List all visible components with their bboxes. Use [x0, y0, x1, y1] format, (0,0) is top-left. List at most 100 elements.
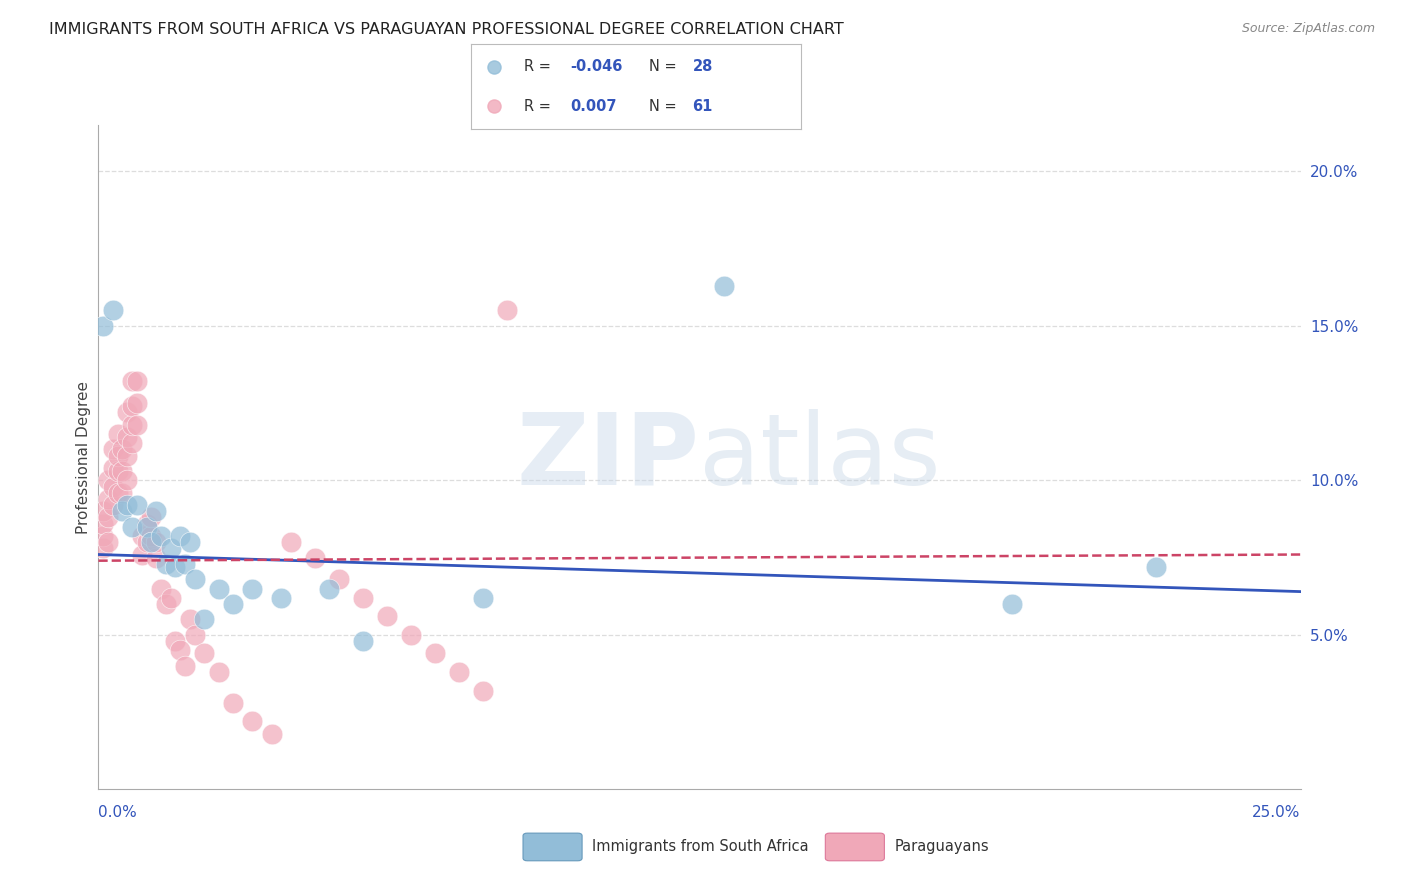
Point — [155, 597, 177, 611]
Point — [131, 548, 153, 562]
Point — [208, 582, 231, 596]
Text: 25.0%: 25.0% — [1253, 805, 1301, 820]
Point — [97, 473, 120, 487]
Point — [165, 560, 187, 574]
Point — [149, 529, 172, 543]
Point — [141, 510, 163, 524]
Point — [101, 461, 124, 475]
Point — [423, 647, 446, 661]
Point — [352, 591, 374, 605]
Point — [447, 665, 470, 679]
Point — [159, 591, 181, 605]
Point — [101, 498, 124, 512]
Point — [169, 529, 191, 543]
Point — [208, 665, 231, 679]
Text: 0.007: 0.007 — [571, 99, 617, 113]
Point — [111, 442, 134, 457]
Point — [179, 612, 201, 626]
Point — [145, 550, 167, 565]
Point — [375, 609, 398, 624]
Point — [121, 417, 143, 432]
Point — [183, 572, 205, 586]
Text: 0.0%: 0.0% — [98, 805, 138, 820]
Text: ZIP: ZIP — [516, 409, 700, 506]
Point — [111, 504, 134, 518]
Point — [97, 510, 120, 524]
Point — [111, 485, 134, 500]
Point — [91, 504, 114, 518]
Point — [304, 550, 326, 565]
Point — [125, 375, 148, 389]
Point — [125, 396, 148, 410]
Point — [107, 427, 129, 442]
Point — [472, 591, 495, 605]
Point — [91, 318, 114, 333]
Point — [222, 696, 245, 710]
Text: IMMIGRANTS FROM SOUTH AFRICA VS PARAGUAYAN PROFESSIONAL DEGREE CORRELATION CHART: IMMIGRANTS FROM SOUTH AFRICA VS PARAGUAY… — [49, 22, 844, 37]
Point — [222, 597, 245, 611]
Point — [270, 591, 292, 605]
Point — [135, 519, 157, 533]
Text: 61: 61 — [692, 99, 713, 113]
Point — [240, 582, 263, 596]
Point — [713, 278, 735, 293]
Point — [145, 504, 167, 518]
Text: Source: ZipAtlas.com: Source: ZipAtlas.com — [1241, 22, 1375, 36]
Point — [125, 417, 148, 432]
Point — [111, 464, 134, 478]
Point — [1144, 560, 1167, 574]
Point — [328, 572, 350, 586]
Point — [91, 541, 114, 556]
Point — [97, 535, 120, 549]
Point — [165, 634, 187, 648]
Point — [169, 643, 191, 657]
Point — [145, 535, 167, 549]
Point — [121, 399, 143, 413]
Point — [174, 557, 197, 571]
Point — [141, 529, 163, 543]
Point — [101, 442, 124, 457]
Point — [496, 303, 519, 318]
Text: N =: N = — [650, 99, 682, 113]
Point — [131, 529, 153, 543]
Point — [179, 535, 201, 549]
Point — [260, 727, 283, 741]
Point — [121, 375, 143, 389]
Text: Immigrants from South Africa: Immigrants from South Africa — [592, 839, 808, 854]
Point — [482, 60, 505, 74]
Point — [91, 529, 114, 543]
Point — [193, 647, 215, 661]
Point — [117, 405, 139, 419]
Text: atlas: atlas — [700, 409, 941, 506]
Point — [193, 612, 215, 626]
Point — [1001, 597, 1024, 611]
Point — [352, 634, 374, 648]
Point — [117, 449, 139, 463]
Point — [91, 516, 114, 531]
Text: N =: N = — [650, 60, 682, 74]
Point — [121, 519, 143, 533]
Text: 28: 28 — [692, 60, 713, 74]
Point — [472, 683, 495, 698]
Point — [107, 485, 129, 500]
Text: R =: R = — [524, 99, 555, 113]
Point — [155, 557, 177, 571]
Point — [107, 464, 129, 478]
Point — [107, 449, 129, 463]
Point — [101, 479, 124, 493]
Point — [135, 516, 157, 531]
Point — [141, 535, 163, 549]
Point — [149, 582, 172, 596]
Point — [117, 473, 139, 487]
Text: R =: R = — [524, 60, 555, 74]
Y-axis label: Professional Degree: Professional Degree — [76, 381, 91, 533]
Point — [125, 498, 148, 512]
Point — [280, 535, 302, 549]
Point — [121, 436, 143, 450]
Point — [97, 491, 120, 506]
Point — [174, 658, 197, 673]
Text: Paraguayans: Paraguayans — [894, 839, 988, 854]
Text: -0.046: -0.046 — [571, 60, 623, 74]
Point — [117, 430, 139, 444]
Point — [101, 303, 124, 318]
